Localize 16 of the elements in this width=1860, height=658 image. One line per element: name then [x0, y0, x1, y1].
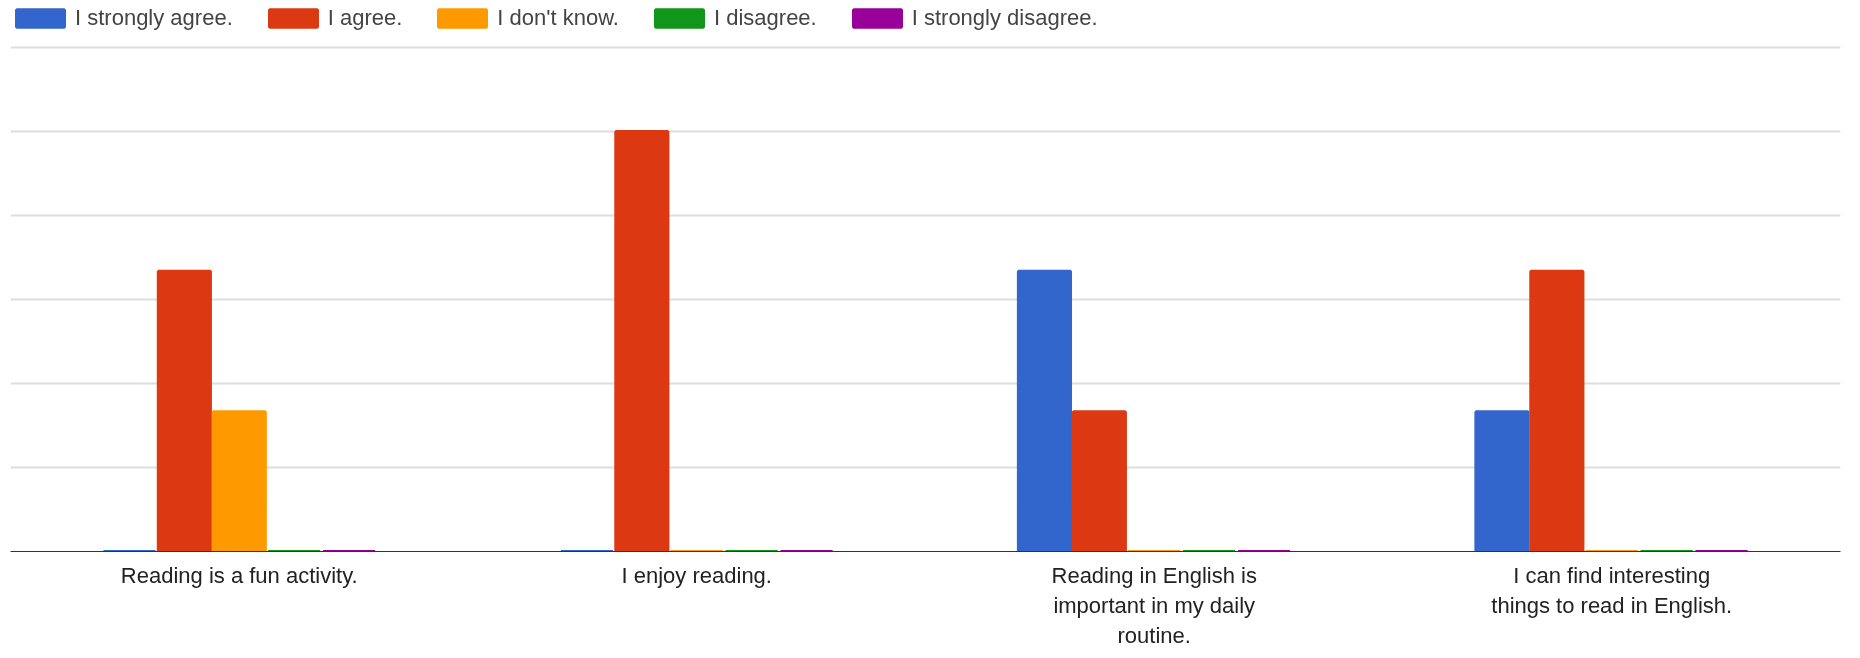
bar [614, 130, 670, 552]
legend-label: I strongly disagree. [911, 5, 1098, 31]
bar [156, 269, 212, 552]
x-tick-label: I can find interesting things to read in English. [1491, 562, 1733, 618]
x-tick-label: Reading in English is important in my daily routine. [1051, 562, 1257, 648]
legend-label: I agree. [327, 5, 403, 31]
x-tick-label: Reading is a fun activity. [120, 562, 358, 588]
bar [1071, 410, 1127, 552]
bar [1474, 410, 1530, 552]
x-tick-label: I enjoy reading. [621, 562, 772, 588]
legend-label: I strongly agree. [75, 5, 233, 31]
legend-label: I disagree. [713, 5, 817, 31]
legend-label: I don't know. [497, 5, 619, 31]
bar [1016, 269, 1073, 552]
bar [211, 410, 267, 552]
bar [1529, 269, 1585, 552]
